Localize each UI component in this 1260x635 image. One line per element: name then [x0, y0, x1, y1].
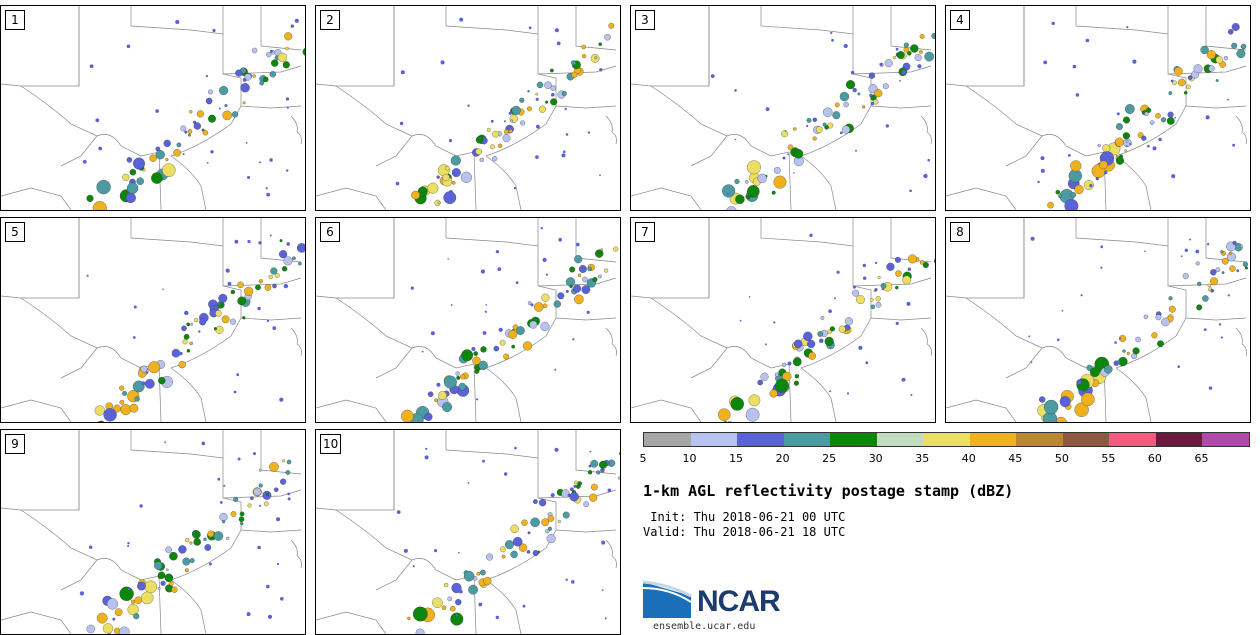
member-number: 1	[5, 10, 25, 30]
member-number: 5	[5, 222, 25, 242]
colorbar-swatch	[1109, 433, 1156, 446]
colorbar-tick-label: 15	[729, 452, 744, 465]
ensemble-member-panel: 1	[0, 5, 306, 211]
ensemble-member-panel: 4	[945, 5, 1251, 211]
ensemble-member-panel: 8	[945, 217, 1251, 423]
ncar-logo-icon	[643, 580, 692, 618]
reflectivity-colorbar	[643, 432, 1250, 447]
valid-time: Valid: Thu 2018-06-21 18 UTC	[643, 525, 846, 539]
map-plot	[946, 218, 1249, 422]
member-number: 8	[950, 222, 970, 242]
colorbar-swatch	[1155, 433, 1203, 446]
colorbar-tick-label: 25	[822, 452, 837, 465]
colorbar-tick-label: 65	[1194, 452, 1209, 465]
colorbar-tick-label: 40	[961, 452, 976, 465]
colorbar-tick-label: 45	[1008, 452, 1023, 465]
init-time: Init: Thu 2018-06-21 00 UTC	[643, 510, 846, 524]
ensemble-member-panel: 6	[315, 217, 621, 423]
map-plot	[316, 218, 619, 422]
map-plot	[1, 430, 302, 634]
ensemble-member-panel: 9	[0, 429, 306, 635]
member-number: 4	[950, 10, 970, 30]
colorbar-swatch	[923, 433, 970, 446]
map-plot	[631, 6, 935, 210]
member-number: 9	[5, 434, 25, 454]
colorbar-tick-label: 55	[1101, 452, 1116, 465]
map-plot	[1, 6, 305, 210]
colorbar-swatch	[737, 433, 784, 446]
map-plot	[1, 218, 305, 422]
colorbar-swatch	[690, 433, 738, 446]
colorbar-swatch	[783, 433, 831, 446]
colorbar-swatch	[876, 433, 924, 446]
ensemble-member-panel: 2	[315, 5, 621, 211]
colorbar-tick-label: 20	[775, 452, 790, 465]
map-plot	[631, 218, 935, 422]
member-number: 2	[320, 10, 340, 30]
colorbar-swatch	[1202, 433, 1249, 446]
member-number: 3	[635, 10, 655, 30]
colorbar-tick-labels: 5 10 15 20 25 30 35 40 45 50 55 60 65	[639, 452, 1248, 466]
ensemble-member-panel: 3	[630, 5, 936, 211]
colorbar-swatch	[969, 433, 1017, 446]
colorbar-tick-label: 35	[915, 452, 930, 465]
colorbar-tick-label: 10	[682, 452, 697, 465]
colorbar-tick-label: 60	[1147, 452, 1162, 465]
chart-title: 1-km AGL reflectivity postage stamp (dBZ…	[643, 482, 1014, 500]
map-plot	[316, 6, 617, 210]
colorbar-swatch	[644, 433, 691, 446]
map-plot	[316, 430, 620, 634]
member-number: 10	[320, 434, 342, 454]
ensemble-member-panel: 7	[630, 217, 936, 423]
member-number: 6	[320, 222, 340, 242]
logo-wordmark: NCAR	[697, 585, 781, 618]
colorbar-swatch	[830, 433, 877, 446]
ensemble-member-panel: 5	[0, 217, 306, 423]
colorbar-tick-label: 30	[868, 452, 883, 465]
colorbar-tick-label: 50	[1054, 452, 1069, 465]
ensemble-member-panel: 10	[315, 429, 621, 635]
colorbar-tick-label: 5	[639, 452, 647, 465]
site-url: ensemble.ucar.edu	[653, 621, 756, 632]
member-number: 7	[635, 222, 655, 242]
colorbar-swatch	[1016, 433, 1063, 446]
colorbar-swatch	[1062, 433, 1110, 446]
map-plot	[946, 6, 1247, 210]
